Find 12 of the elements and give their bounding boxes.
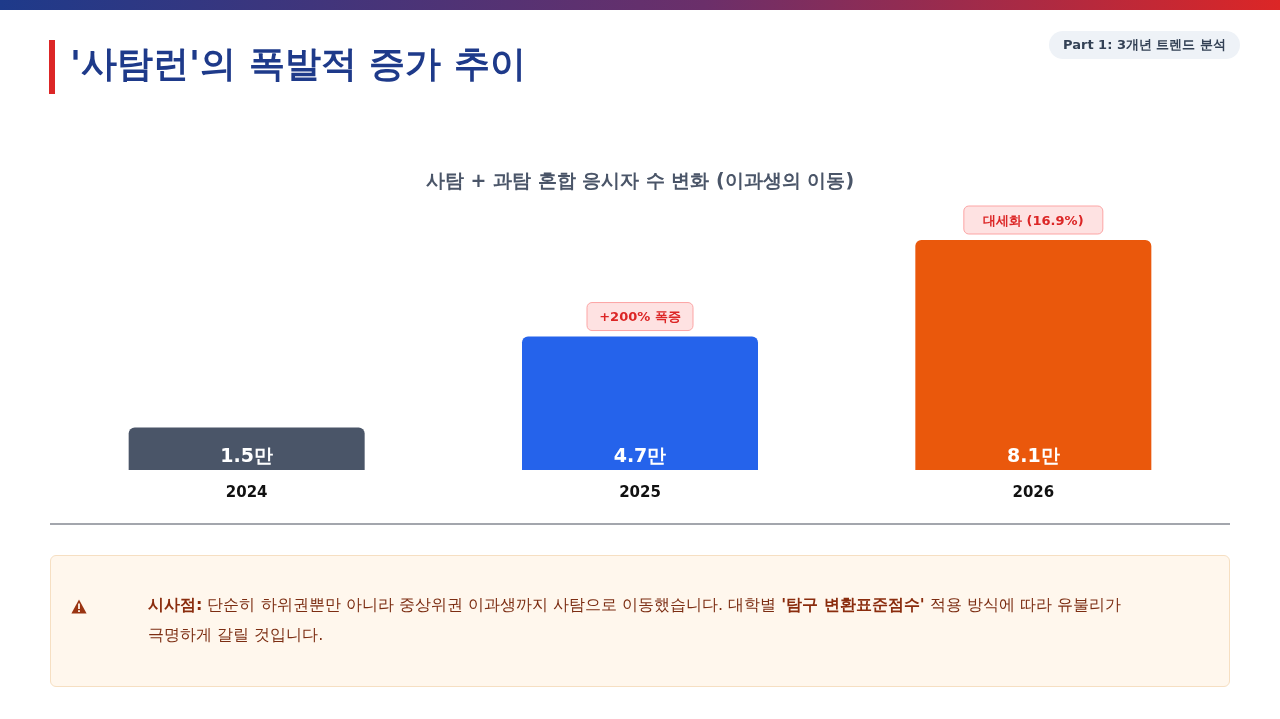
- data-label: 8.1만: [1007, 444, 1060, 466]
- x-tick-label: 2025: [619, 482, 661, 501]
- annotation: 대세화 (16.9%): [983, 212, 1084, 228]
- chart-subtitle: 사탐 + 과탐 혼합 응시자 수 변화 (이과생의 이동): [424, 168, 856, 193]
- text: Part 1: 3개년 트렌드 분석: [1049, 31, 1240, 59]
- x-tick-label: 2026: [1012, 482, 1055, 501]
- data-label: 4.7만: [613, 444, 667, 466]
- x-tick-label: 2024: [225, 482, 268, 501]
- data-label: 1.5만: [220, 444, 273, 466]
- chart-title: '사탐런'의 폭발적 증가 추이: [70, 42, 526, 86]
- text: 시사점: 단순히 하위권뿐만 아니라 중상위권 이과생까지 사탐으로 이동했습니다. 대학별 '탐구 변환표준점수' 적용 방식에 따라 유불리가 극명하게 갈릴 것입니다.: [148, 595, 1121, 644]
- annotation: +200% 폭증: [599, 309, 681, 325]
